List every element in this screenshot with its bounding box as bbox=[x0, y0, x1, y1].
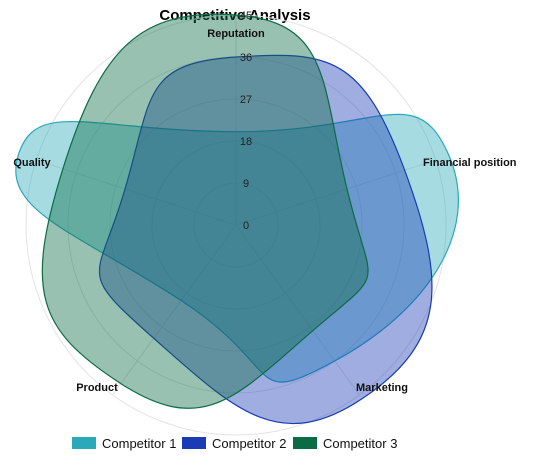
legend-swatch bbox=[293, 437, 317, 449]
radial-tick-labels: 0 9 18 27 36 45 bbox=[240, 10, 252, 232]
legend-swatch bbox=[72, 437, 96, 449]
legend-label: Competitor 3 bbox=[323, 436, 397, 451]
legend-item-competitor-3[interactable]: Competitor 3 bbox=[293, 436, 397, 451]
tick-label: 45 bbox=[240, 10, 252, 22]
tick-label: 9 bbox=[243, 178, 249, 190]
grid-spoke bbox=[112, 224, 237, 396]
radar-series bbox=[15, 13, 459, 425]
legend-swatch bbox=[182, 437, 206, 449]
axis-label: Quality bbox=[13, 157, 51, 169]
series-area-competitor-3[interactable] bbox=[41, 13, 369, 409]
grid-spoke bbox=[235, 224, 360, 396]
legend-label: Competitor 1 bbox=[102, 436, 176, 451]
legend-label: Competitor 2 bbox=[212, 436, 286, 451]
grid-spoke bbox=[235, 159, 436, 226]
legend-item-competitor-2[interactable]: Competitor 2 bbox=[182, 436, 286, 451]
axis-label: Marketing bbox=[356, 382, 408, 394]
tick-label: 27 bbox=[240, 94, 252, 106]
axis-label: Reputation bbox=[207, 28, 265, 40]
series-area-competitor-1[interactable] bbox=[15, 113, 459, 383]
series-area-competitor-2[interactable] bbox=[98, 54, 433, 425]
legend-item-competitor-1[interactable]: Competitor 1 bbox=[72, 436, 176, 451]
tick-label: 18 bbox=[240, 136, 252, 148]
axis-label: Financial position bbox=[423, 157, 517, 169]
axis-label: Product bbox=[76, 382, 118, 394]
tick-label: 36 bbox=[240, 52, 252, 64]
axis-labels: Reputation Financial position Marketing Pro… bbox=[13, 28, 516, 394]
radar-grid bbox=[25, 14, 447, 436]
grid-spoke bbox=[36, 159, 237, 226]
tick-label: 0 bbox=[243, 220, 249, 232]
legend[interactable]: Competitor 1 Competitor 2 Competitor 3 bbox=[72, 436, 397, 451]
